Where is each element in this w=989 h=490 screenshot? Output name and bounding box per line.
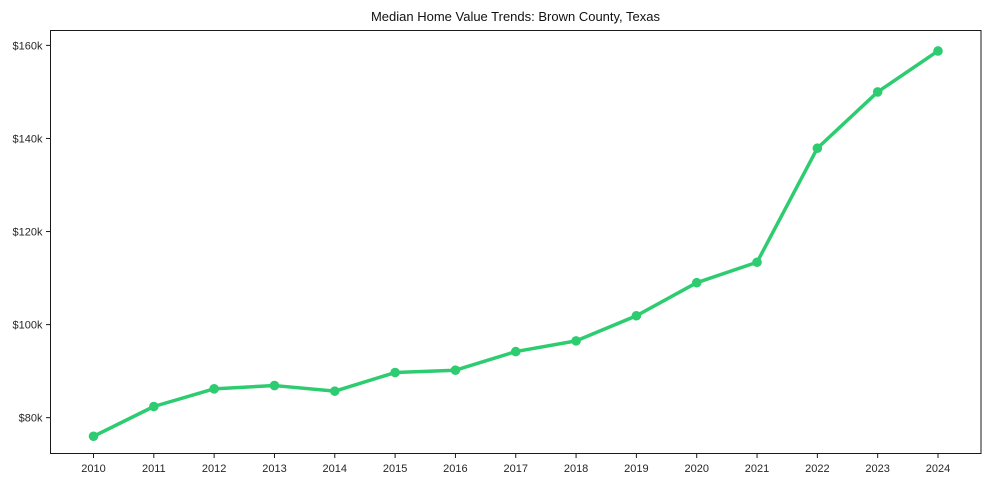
data-point-marker: [631, 310, 642, 321]
data-point-marker: [752, 257, 762, 268]
data-point-marker: [450, 365, 461, 376]
data-point-marker: [510, 346, 521, 357]
x-axis-tick-label: 2023: [865, 463, 889, 475]
data-point-marker: [269, 380, 280, 391]
x-axis-tick-label: 2015: [383, 463, 407, 475]
x-axis-tick-label: 2019: [624, 463, 648, 475]
data-point-marker: [872, 87, 883, 97]
y-axis-tick-label: $160k: [13, 40, 43, 52]
x-axis-tick-label: 2020: [684, 463, 708, 475]
data-point-marker: [209, 384, 219, 394]
data-point-marker: [149, 401, 159, 412]
data-point-marker: [571, 336, 581, 346]
x-axis-tick-label: 2012: [202, 463, 226, 475]
x-axis-tick-label: 2010: [81, 463, 105, 475]
x-axis-tick-label: 2013: [262, 463, 286, 475]
data-point-marker: [88, 431, 99, 442]
x-axis-tick-label: 2024: [926, 463, 950, 475]
y-axis-tick-label: $80k: [19, 413, 43, 425]
x-axis-tick-label: 2017: [504, 463, 528, 475]
y-axis-tick-label: $120k: [13, 227, 43, 239]
x-axis-tick-label: 2021: [745, 463, 769, 475]
chart-title: Median Home Value Trends: Brown County, …: [370, 9, 661, 24]
trend-line: [91, 49, 940, 439]
y-axis-tick-label: $140k: [13, 133, 43, 145]
data-point-marker: [812, 143, 823, 154]
y-axis-tick-label: $100k: [13, 320, 43, 332]
data-point-marker: [390, 367, 400, 378]
x-axis-tick-label: 2011: [142, 463, 166, 475]
x-axis-tick-label: 2016: [443, 463, 467, 475]
data-point-marker: [691, 277, 702, 288]
x-axis-tick-label: 2022: [805, 463, 829, 475]
data-point-marker: [933, 46, 943, 56]
x-axis-tick-label: 2014: [323, 463, 347, 475]
data-point-marker: [329, 386, 340, 396]
plot-frame: [50, 30, 982, 454]
x-axis-tick-label: 2018: [564, 463, 588, 475]
